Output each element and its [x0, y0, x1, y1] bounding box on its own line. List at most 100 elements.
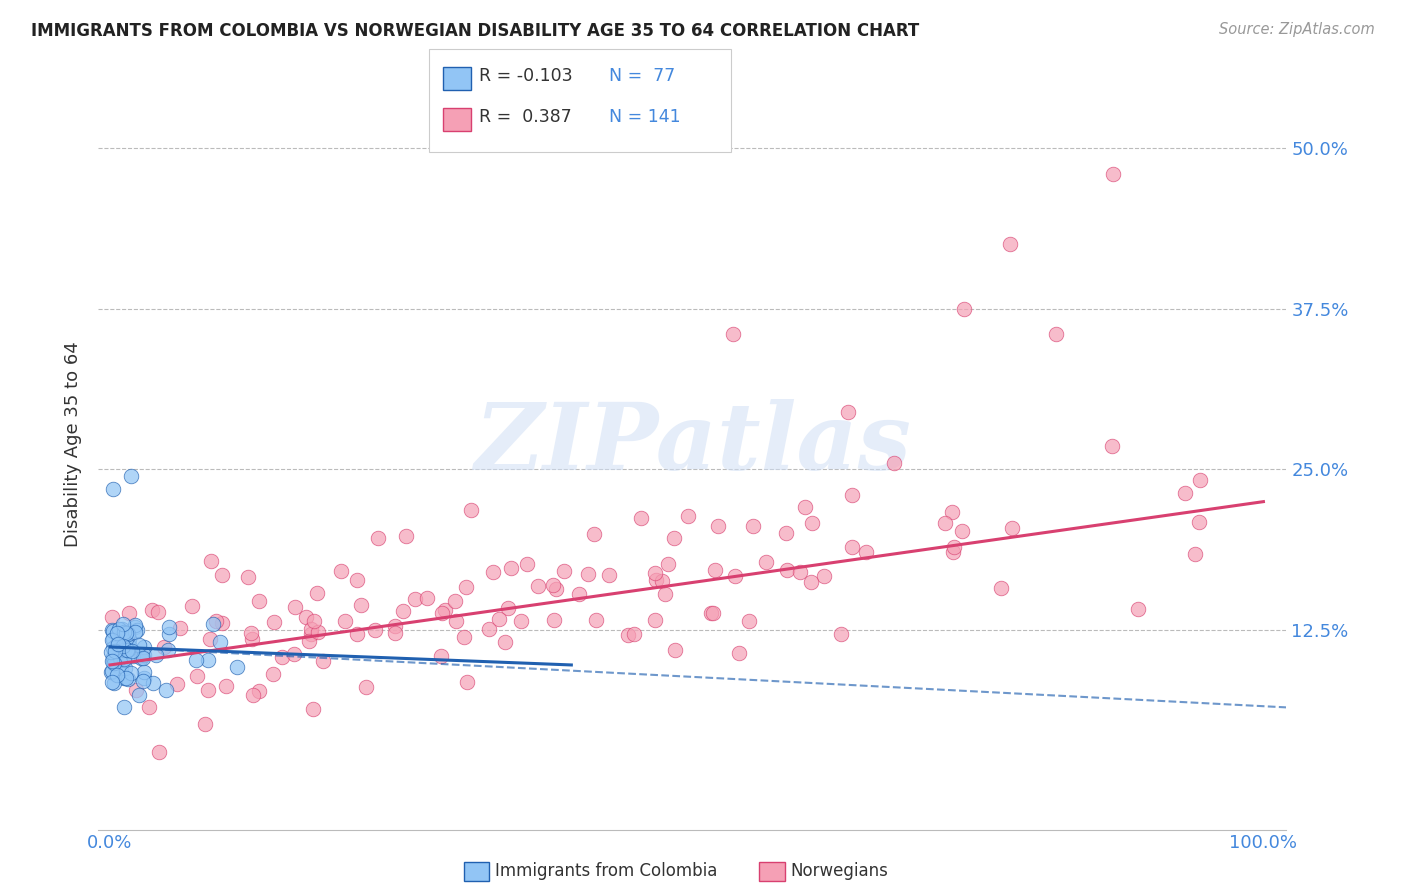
Point: [142, 676, 165, 690]
Point: [444, 614, 467, 628]
Point: [107, 637, 129, 651]
Point: [110, 642, 132, 657]
Point: [350, 598, 373, 612]
Point: [105, 668, 128, 682]
Point: [526, 579, 548, 593]
Point: [395, 529, 418, 543]
Point: [124, 618, 146, 632]
Point: [104, 653, 127, 667]
Point: [617, 627, 640, 641]
Point: [1174, 486, 1197, 500]
Point: [114, 628, 136, 642]
Y-axis label: Disability Age 35 to 64: Disability Age 35 to 64: [63, 341, 82, 547]
Point: [644, 566, 666, 581]
Point: [117, 672, 139, 686]
Point: [553, 565, 575, 579]
Point: [112, 616, 135, 631]
Point: [429, 649, 451, 664]
Point: [247, 683, 270, 698]
Point: [952, 524, 974, 538]
Point: [100, 645, 122, 659]
Point: [101, 623, 124, 637]
Point: [110, 661, 132, 675]
Point: [699, 606, 721, 620]
Point: [125, 682, 148, 697]
Point: [454, 580, 477, 594]
Point: [654, 587, 676, 601]
Point: [295, 610, 318, 624]
Point: [145, 648, 167, 663]
Point: [108, 650, 131, 665]
Point: [103, 482, 125, 496]
Point: [115, 625, 138, 640]
Point: [101, 649, 124, 664]
Point: [132, 651, 155, 665]
Point: [702, 607, 724, 621]
Point: [299, 622, 322, 636]
Point: [433, 603, 456, 617]
Point: [568, 587, 591, 601]
Point: [118, 607, 141, 621]
Point: [120, 469, 142, 483]
Point: [112, 652, 135, 666]
Point: [284, 599, 307, 614]
Text: IMMIGRANTS FROM COLOMBIA VS NORWEGIAN DISABILITY AGE 35 TO 64 CORRELATION CHART: IMMIGRANTS FROM COLOMBIA VS NORWEGIAN DI…: [31, 22, 920, 40]
Point: [112, 653, 135, 667]
Point: [883, 456, 905, 470]
Point: [103, 654, 125, 668]
Point: [676, 509, 699, 524]
Point: [488, 612, 510, 626]
Point: [478, 622, 501, 636]
Point: [662, 531, 685, 545]
Point: [104, 644, 127, 658]
Point: [131, 674, 153, 689]
Point: [138, 699, 160, 714]
Point: [755, 555, 778, 569]
Point: [585, 613, 607, 627]
Point: [501, 561, 523, 575]
Point: [211, 615, 233, 630]
Point: [120, 640, 142, 654]
Point: [998, 237, 1021, 252]
Point: [496, 601, 519, 615]
Point: [209, 635, 232, 649]
Text: Source: ZipAtlas.com: Source: ZipAtlas.com: [1219, 22, 1375, 37]
Point: [543, 613, 565, 627]
Point: [132, 640, 155, 654]
Point: [724, 569, 747, 583]
Point: [644, 573, 666, 587]
Point: [146, 605, 169, 619]
Point: [384, 626, 406, 640]
Point: [830, 626, 852, 640]
Point: [194, 717, 217, 731]
Point: [364, 624, 387, 638]
Point: [186, 669, 208, 683]
Point: [108, 622, 131, 636]
Point: [453, 630, 475, 644]
Point: [576, 566, 599, 581]
Point: [240, 626, 263, 640]
Point: [112, 671, 135, 685]
Point: [793, 500, 815, 514]
Point: [664, 643, 686, 657]
Point: [105, 637, 128, 651]
Point: [333, 614, 356, 628]
Point: [111, 622, 134, 636]
Point: [404, 591, 426, 606]
Point: [101, 610, 124, 624]
Point: [112, 642, 135, 657]
Point: [941, 505, 963, 519]
Point: [544, 582, 567, 597]
Point: [307, 625, 329, 640]
Point: [651, 574, 673, 589]
Point: [197, 683, 219, 698]
Point: [122, 648, 145, 663]
Point: [103, 654, 125, 668]
Point: [283, 647, 305, 661]
Point: [198, 632, 221, 646]
Point: [775, 526, 797, 541]
Point: [367, 531, 389, 545]
Point: [114, 639, 136, 653]
Point: [117, 642, 139, 657]
Point: [776, 563, 799, 577]
